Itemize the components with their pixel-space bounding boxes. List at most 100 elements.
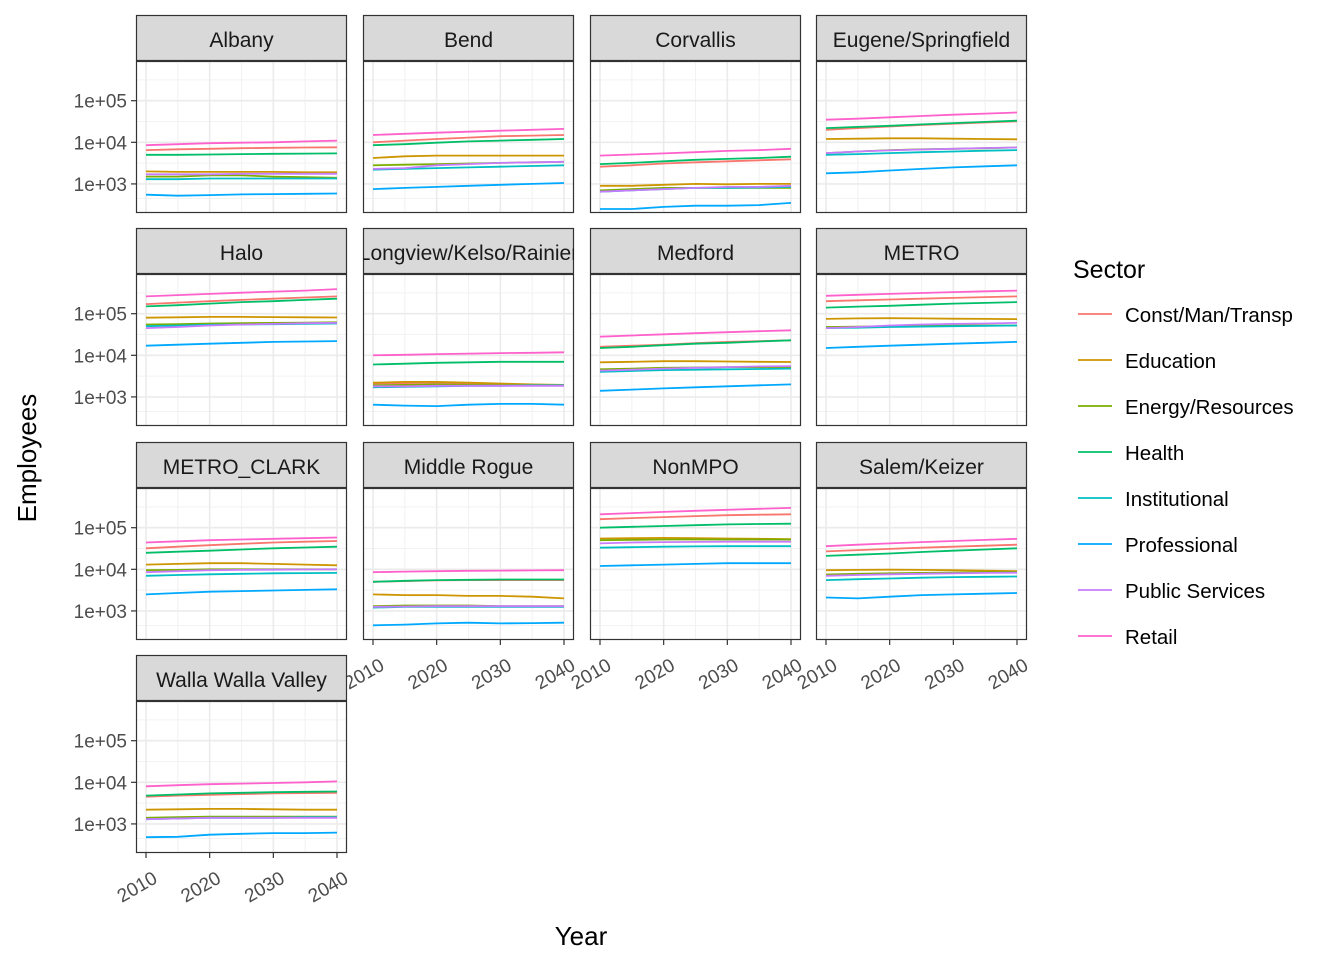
series-line xyxy=(372,578,564,583)
series-line xyxy=(599,329,792,338)
legend-entry: Const/Man/Transp xyxy=(1078,304,1293,327)
series-line xyxy=(145,572,338,577)
facet-panel: Medford xyxy=(589,227,802,427)
series-line xyxy=(599,158,792,168)
x-tick-label: 2010 xyxy=(341,655,388,694)
legend-entry: Education xyxy=(1078,350,1216,373)
legend-entry: Professional xyxy=(1078,534,1238,557)
series-line xyxy=(599,367,792,373)
strip-label: Walla Walla Valley xyxy=(156,669,327,692)
series-line xyxy=(145,562,338,567)
x-tick-label: 2010 xyxy=(794,655,841,694)
series-line xyxy=(825,547,1018,557)
legend-title: Sector xyxy=(1073,256,1145,284)
series-line xyxy=(372,569,565,574)
series-line xyxy=(372,360,564,366)
facet-panel: Corvallis xyxy=(589,14,802,214)
facet-panel: Bend xyxy=(362,14,575,214)
series-line xyxy=(145,288,338,298)
strip-label: Middle Rogue xyxy=(404,456,534,479)
x-tick-label: 2020 xyxy=(632,655,679,694)
series-line xyxy=(599,360,792,364)
series-line xyxy=(599,538,791,542)
y-tick-label: 1e+03 xyxy=(74,175,127,196)
series-line xyxy=(825,317,1018,320)
series-line xyxy=(600,182,791,187)
series-line xyxy=(145,192,338,197)
legend: Sector Const/Man/Transp Education Energy/R… xyxy=(1073,256,1294,649)
strip-background xyxy=(362,441,575,489)
series-line xyxy=(825,571,1018,577)
y-tick-label: 1e+04 xyxy=(74,133,128,154)
strip-label: Salem/Keizer xyxy=(859,456,984,479)
series-line xyxy=(145,545,338,554)
x-tick-label: 2030 xyxy=(468,655,515,694)
series-line xyxy=(145,568,338,574)
legend-label: Public Services xyxy=(1125,580,1265,603)
strip-label: NonMPO xyxy=(652,456,738,479)
x-tick-label: 2020 xyxy=(178,868,225,907)
panel-border xyxy=(362,487,575,641)
series-line xyxy=(599,507,792,516)
facet-panel: Longview/Kelso/Rainier xyxy=(362,227,575,427)
series-line xyxy=(145,816,337,821)
series-line xyxy=(145,831,338,839)
facet-panel: Salem/Keizer 2010 2020 2030 2040 xyxy=(794,441,1032,694)
series-line xyxy=(825,537,1018,548)
y-tick-label: 1e+03 xyxy=(74,602,127,623)
y-tick-label: 1e+03 xyxy=(74,815,127,836)
y-tick-label: 1e+04 xyxy=(74,773,128,794)
series-line xyxy=(825,137,1018,141)
legend-entry: Health xyxy=(1078,442,1184,465)
x-tick-label: 2020 xyxy=(405,655,452,694)
facet-panel: Albany 1e+03 1e+04 1e+05 xyxy=(74,14,348,214)
series-line xyxy=(825,341,1018,349)
series-line xyxy=(599,562,791,567)
series-line xyxy=(825,119,1018,129)
series-line xyxy=(372,351,565,357)
series-line xyxy=(372,134,565,144)
series-line xyxy=(372,402,565,408)
x-tick-label: 2020 xyxy=(858,655,905,694)
series-line xyxy=(600,202,792,210)
strip-label: Eugene/Springfield xyxy=(833,29,1010,52)
panel-border xyxy=(135,700,348,854)
panel-border xyxy=(135,273,348,427)
legend-label: Retail xyxy=(1125,626,1177,649)
series-line xyxy=(372,138,565,147)
legend-label: Institutional xyxy=(1125,488,1229,511)
series-line xyxy=(825,149,1018,156)
strip-background xyxy=(815,14,1028,62)
legend-label: Energy/Resources xyxy=(1125,396,1294,419)
y-tick-label: 1e+05 xyxy=(74,92,127,113)
x-tick-label: 2030 xyxy=(695,655,742,694)
strip-label: Medford xyxy=(657,242,734,265)
series-line xyxy=(599,365,792,372)
y-tick-label: 1e+05 xyxy=(74,732,127,753)
y-tick-label: 1e+04 xyxy=(74,346,128,367)
strip-background xyxy=(135,441,348,489)
x-tick-label: 2030 xyxy=(921,655,968,694)
strip-background xyxy=(815,441,1028,489)
series-line xyxy=(825,111,1018,121)
series-line xyxy=(373,384,564,388)
series-line xyxy=(825,289,1018,297)
series-line xyxy=(599,184,792,193)
y-tick-label: 1e+03 xyxy=(74,388,127,409)
legend-label: Professional xyxy=(1125,534,1238,557)
facet-panels: Albany 1e+03 1e+04 1e+05 Bend Corvallis Eugene… xyxy=(74,14,1032,907)
series-line xyxy=(145,315,338,319)
series-line xyxy=(145,146,338,151)
strip-background xyxy=(135,654,348,702)
series-line xyxy=(825,592,1018,600)
series-line xyxy=(825,322,1018,329)
series-line xyxy=(825,295,1018,303)
legend-label: Health xyxy=(1125,442,1184,465)
strip-background xyxy=(135,14,348,62)
x-tick-label: 2040 xyxy=(985,655,1032,694)
panel-border xyxy=(815,487,1028,641)
series-line xyxy=(145,536,338,544)
y-tick-label: 1e+05 xyxy=(74,519,127,540)
panel-border xyxy=(362,60,575,214)
